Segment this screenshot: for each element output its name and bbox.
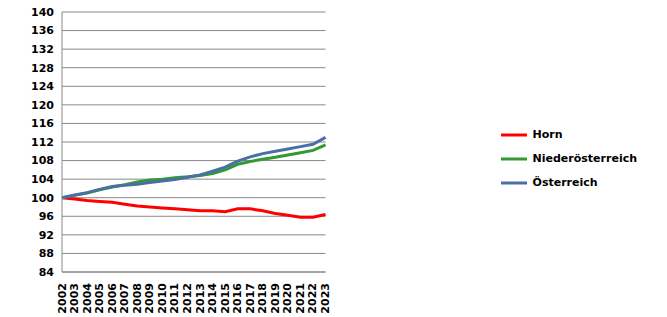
svg-text:2007: 2007 [118, 283, 131, 314]
svg-text:116: 116 [31, 117, 54, 130]
svg-text:2022: 2022 [306, 283, 319, 314]
svg-text:2011: 2011 [168, 283, 181, 314]
html-text:Horn: Horn [532, 128, 563, 141]
svg-text:132: 132 [31, 43, 54, 56]
svg-text:104: 104 [31, 173, 54, 186]
svg-text:136: 136 [31, 24, 54, 37]
svg-text:2005: 2005 [93, 283, 106, 314]
html-text:Niederösterreich: Niederösterreich [532, 152, 637, 165]
svg-text:2014: 2014 [206, 283, 219, 314]
svg-text:2003: 2003 [68, 283, 81, 314]
svg-text:112: 112 [31, 136, 54, 149]
svg-text:2006: 2006 [106, 283, 119, 314]
svg-text:2012: 2012 [181, 283, 194, 314]
svg-text:2008: 2008 [131, 283, 144, 314]
svg-text:2002: 2002 [56, 283, 69, 314]
svg-text:2010: 2010 [156, 283, 169, 314]
svg-text:108: 108 [31, 154, 54, 167]
html-text:Österreich: Österreich [532, 176, 598, 189]
svg-text:88: 88 [39, 247, 54, 260]
svg-text:2019: 2019 [269, 283, 282, 314]
svg-text:140: 140 [31, 6, 54, 19]
svg-text:2015: 2015 [219, 283, 232, 314]
svg-text:96: 96 [39, 210, 55, 223]
svg-text:2017: 2017 [244, 283, 257, 314]
svg-text:120: 120 [31, 99, 54, 112]
svg-text:84: 84 [39, 266, 55, 279]
svg-text:92: 92 [39, 229, 54, 242]
svg-text:2021: 2021 [294, 283, 307, 314]
svg-text:2016: 2016 [231, 283, 244, 314]
svg-text:100: 100 [31, 192, 54, 205]
svg-text:2013: 2013 [194, 283, 207, 314]
svg-text:2009: 2009 [143, 283, 156, 314]
svg-text:2018: 2018 [256, 283, 269, 314]
svg-text:2023: 2023 [319, 283, 332, 314]
svg-text:128: 128 [31, 62, 54, 75]
svg-text:124: 124 [31, 80, 54, 93]
svg-text:2020: 2020 [281, 283, 294, 314]
svg-text:2004: 2004 [81, 283, 94, 314]
